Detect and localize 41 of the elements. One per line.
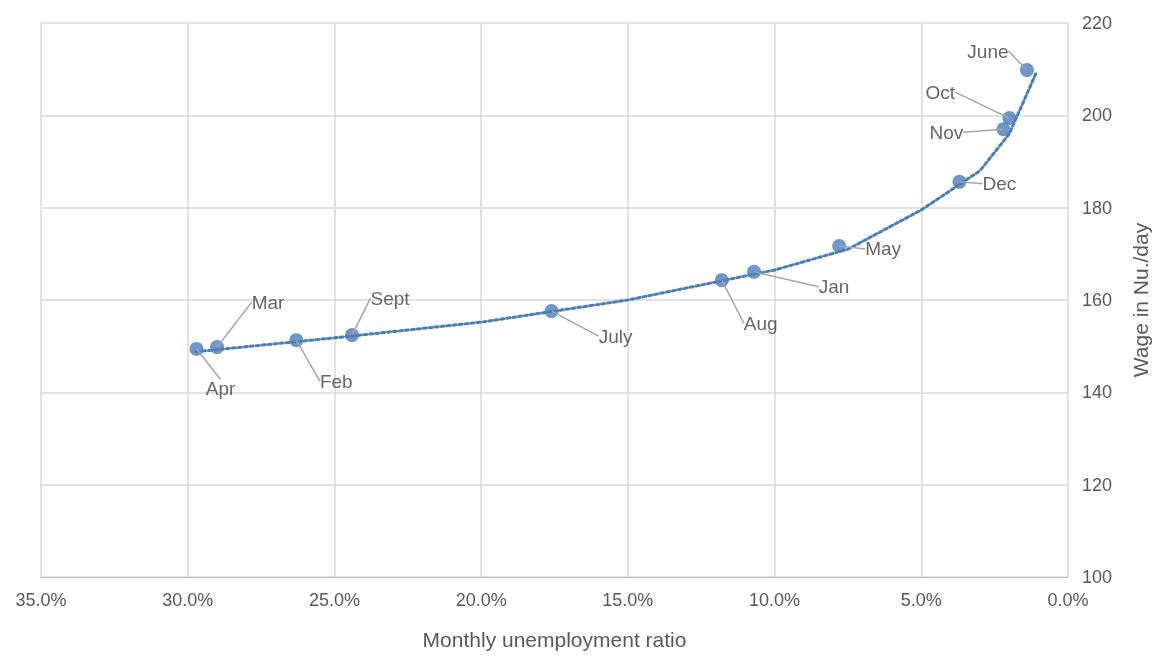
annotation: Jan: [818, 276, 850, 298]
y-tick-label: 220: [1082, 13, 1113, 33]
point: [289, 333, 304, 348]
x-tick-label: 20.0%: [455, 590, 507, 610]
y-axis-title: Wage in Nu./day: [1129, 222, 1152, 378]
annotation: July: [598, 325, 633, 347]
annotation: Aug: [743, 312, 778, 334]
point: [345, 328, 360, 343]
x-tick-label: 15.0%: [602, 590, 654, 610]
x-tick-label: 30.0%: [162, 590, 214, 610]
x-tick-label: 35.0%: [15, 590, 67, 610]
point: [996, 122, 1011, 137]
point: [832, 238, 847, 253]
annotation: Nov: [929, 121, 964, 143]
annotation: June: [967, 40, 1009, 62]
y-tick-label: 180: [1082, 197, 1113, 218]
x-tick-label: 0.0%: [1047, 590, 1089, 610]
annotation: May: [865, 238, 902, 260]
y-tick-label: 100: [1082, 567, 1113, 587]
annotation: Mar: [251, 291, 286, 313]
annotation: Dec: [982, 173, 1017, 195]
x-tick-label: 10.0%: [749, 590, 801, 610]
point: [1019, 63, 1034, 78]
x-axis-title: Monthly unemployment ratio: [422, 628, 687, 651]
point: [747, 264, 762, 279]
annotation: Sept: [370, 287, 411, 309]
annotation: Oct: [925, 81, 956, 103]
annotation: Feb: [319, 370, 353, 392]
point: [714, 273, 729, 288]
y-tick-label: 140: [1082, 382, 1113, 403]
y-tick-label: 200: [1082, 105, 1113, 126]
point: [544, 304, 559, 319]
y-tick-label: 160: [1082, 290, 1113, 310]
point: [1002, 111, 1017, 126]
point: [952, 174, 967, 189]
x-tick-label: 5.0%: [900, 590, 942, 610]
point: [210, 340, 225, 355]
annotation: Apr: [205, 378, 236, 400]
point: [189, 341, 204, 356]
y-tick-label: 120: [1082, 474, 1113, 495]
x-tick-label: 25.0%: [308, 590, 360, 610]
